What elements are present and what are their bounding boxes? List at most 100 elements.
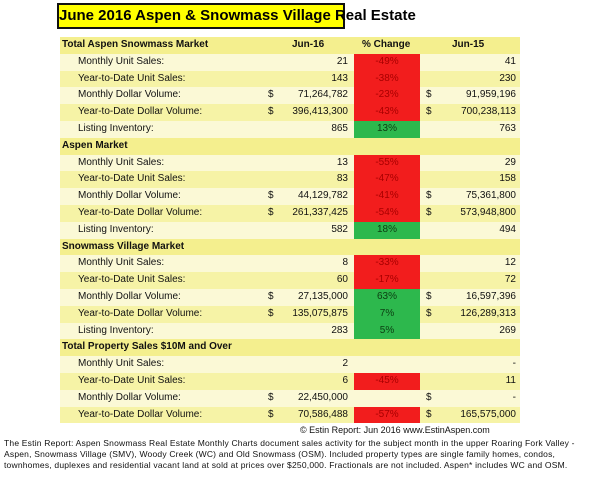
jun16-value: 261,337,425 <box>292 207 348 218</box>
jun15-value: 75,361,800 <box>465 190 516 202</box>
footnote: The Estin Report: Aspen Snowmass Real Es… <box>4 438 575 470</box>
row-label: Year-to-Date Unit Sales: <box>78 375 186 386</box>
data-row: Listing Inventory: 283 5% 269 <box>60 322 520 340</box>
jun15-value: 126,289,313 <box>460 307 516 319</box>
change-value: 18% <box>376 223 397 235</box>
jun16-value: 27,135,000 <box>297 291 348 302</box>
column-header: Jun-15 <box>452 39 485 50</box>
jun16-value: 13 <box>336 156 348 168</box>
jun16-value: 83 <box>336 173 348 185</box>
change-value: -33% <box>375 257 399 269</box>
row-label: Monthly Unit Sales: <box>78 156 165 168</box>
change-cell: -17% <box>354 272 420 289</box>
change-cell: -57% <box>354 406 420 424</box>
jun16-value: 582 <box>331 223 348 235</box>
jun16-value: 70,586,488 <box>297 408 348 420</box>
jun15-value: 573,948,800 <box>460 207 516 218</box>
change-cell: -38% <box>354 70 420 88</box>
section-name: Snowmass Village Market <box>62 240 185 252</box>
change-cell: 63% <box>354 289 420 306</box>
currency: $ <box>426 291 432 302</box>
row-label: Monthly Unit Sales: <box>78 358 165 370</box>
row-label: Year-to-Date Dollar Volume: <box>78 408 203 420</box>
currency: $ <box>426 307 432 319</box>
change-value: -43% <box>375 106 399 118</box>
row-label: Monthly Unit Sales: <box>78 257 165 269</box>
currency: $ <box>268 207 274 218</box>
title: June 2016 Aspen & Snowmass Village Real … <box>57 3 416 29</box>
currency: $ <box>268 408 274 420</box>
jun15-value: 700,238,113 <box>461 106 516 118</box>
data-row: Year-to-Date Dollar Volume: $70,586,488 -5… <box>60 406 520 424</box>
data-row: Monthly Dollar Volume: $71,264,782 -23% $91… <box>60 87 520 105</box>
currency: $ <box>268 190 274 202</box>
currency: $ <box>426 391 432 403</box>
jun16-value: 6 <box>342 375 348 386</box>
jun15-value: 494 <box>499 223 516 235</box>
change-cell: -23% <box>354 87 420 105</box>
jun16-value: 283 <box>331 324 348 336</box>
jun15-value: 29 <box>504 156 516 168</box>
row-label: Year-to-Date Unit Sales: <box>78 173 186 185</box>
change-cell: -49% <box>354 53 420 71</box>
change-value: -47% <box>375 173 399 185</box>
currency: $ <box>426 408 432 420</box>
jun16-value: 865 <box>331 123 348 134</box>
jun15-value: 12 <box>504 257 516 269</box>
data-row: Listing Inventory: 582 18% 494 <box>60 221 520 239</box>
data-row: Year-to-Date Unit Sales: 143 -38% 230 <box>60 70 520 88</box>
jun15-value: 158 <box>499 173 516 185</box>
change-cell: -41% <box>354 188 420 205</box>
data-row: Listing Inventory: 865 13% 763 <box>60 121 520 138</box>
data-row: Monthly Unit Sales: 21 -49% 41 <box>60 53 520 71</box>
jun16-value: 60 <box>336 274 348 286</box>
change-cell: -45% <box>354 373 420 390</box>
section-name: Aspen Market <box>62 139 128 151</box>
row-label: Monthly Dollar Volume: <box>78 391 181 403</box>
currency: $ <box>268 291 274 302</box>
row-label: Year-to-Date Dollar Volume: <box>78 307 203 319</box>
currency: $ <box>426 207 432 218</box>
section-header: Snowmass Village Market <box>60 238 520 256</box>
row-label: Monthly Unit Sales: <box>78 55 165 67</box>
change-cell: -54% <box>354 205 420 222</box>
change-value: -57% <box>375 408 399 420</box>
change-cell: 13% <box>354 121 420 138</box>
data-row: Monthly Unit Sales: 2 - <box>60 356 520 373</box>
jun16-value: 2 <box>342 358 348 370</box>
section-header: Aspen Market <box>60 137 520 155</box>
currency: $ <box>268 391 274 403</box>
section-name: Total Aspen Snowmass Market <box>62 39 209 50</box>
data-row: Monthly Unit Sales: 8 -33% 12 <box>60 255 520 273</box>
row-label: Listing Inventory: <box>78 223 154 235</box>
jun15-value: 269 <box>499 324 516 336</box>
row-label: Year-to-Date Dollar Volume: <box>78 106 203 118</box>
change-cell: 7% <box>354 305 420 323</box>
currency: $ <box>268 89 274 101</box>
change-cell: -47% <box>354 171 420 189</box>
jun15-value: 16,597,396 <box>465 291 516 302</box>
currency: $ <box>426 190 432 202</box>
jun15-value: 230 <box>499 72 516 84</box>
jun15-value: - <box>512 358 516 370</box>
change-value: -55% <box>375 156 399 168</box>
change-value: 13% <box>376 123 397 134</box>
currency: $ <box>268 106 274 118</box>
change-value: 63% <box>376 291 397 302</box>
data-row: Year-to-Date Unit Sales: 83 -47% 158 <box>60 171 520 189</box>
change-cell: -55% <box>354 154 420 172</box>
jun16-value: 44,129,782 <box>297 190 348 202</box>
data-row: Year-to-Date Unit Sales: 6 -45% 11 <box>60 373 520 390</box>
jun15-value: 91,959,196 <box>465 89 516 101</box>
jun16-value: 21 <box>336 55 348 67</box>
row-label: Listing Inventory: <box>78 324 154 336</box>
jun16-value: 135,075,875 <box>292 307 348 319</box>
jun15-value: 72 <box>504 274 516 286</box>
data-row: Monthly Dollar Volume: $27,135,000 63% $16,… <box>60 289 520 306</box>
jun15-value: 11 <box>505 375 516 386</box>
change-value: -17% <box>375 274 399 286</box>
data-row: Monthly Dollar Volume: $44,129,782 -41% $75… <box>60 188 520 205</box>
jun15-value: 763 <box>499 123 516 134</box>
source: © Estin Report: Jun 2016 www.EstinAspen.… <box>300 425 490 435</box>
